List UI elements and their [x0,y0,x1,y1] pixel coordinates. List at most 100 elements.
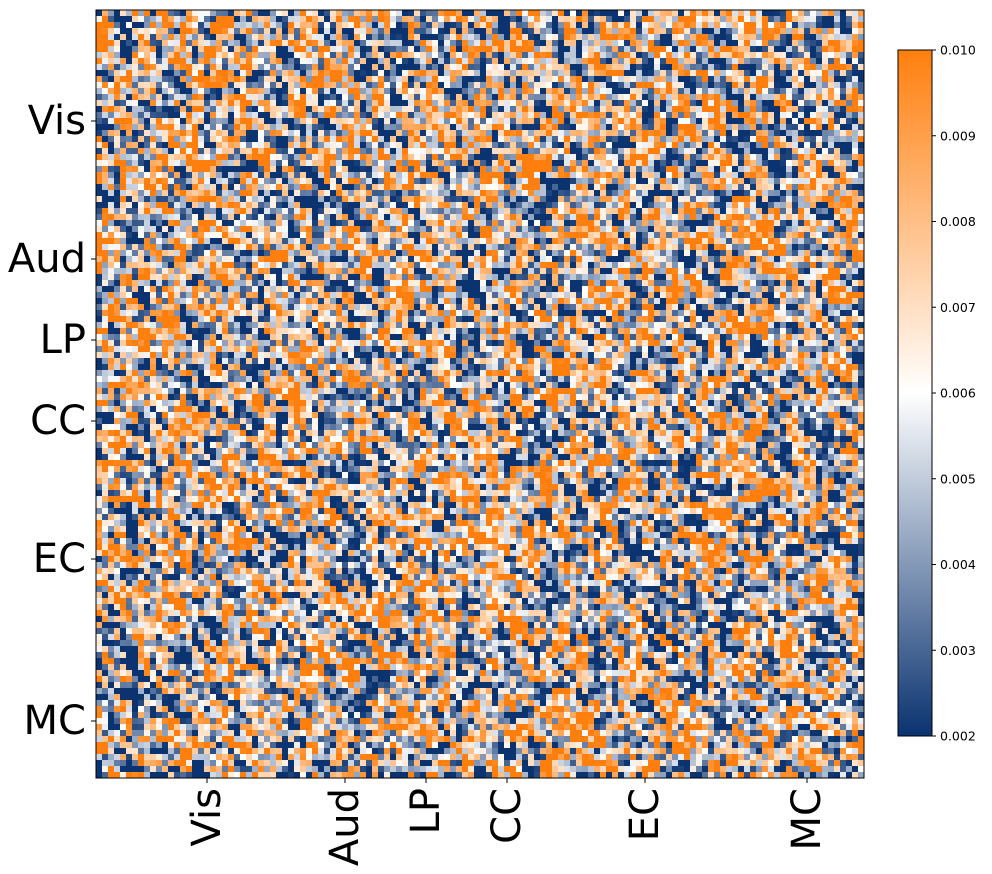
heatmap-cell [756,136,763,143]
heatmap-cell [132,190,139,197]
heatmap-cell [852,166,859,173]
heatmap-cell [630,52,637,59]
heatmap-cell [738,238,745,245]
heatmap-cell [210,118,217,125]
heatmap-cell [378,16,385,23]
heatmap-cell [474,238,481,245]
heatmap-cell [234,214,241,221]
heatmap-cell [726,184,733,191]
heatmap-cell [690,28,697,35]
heatmap-cell [360,136,367,143]
heatmap-cell [102,64,109,71]
heatmap-cell [372,226,379,233]
heatmap-cell [174,220,181,227]
heatmap-cell [432,58,439,65]
heatmap-cell [420,148,427,155]
heatmap-cell [264,100,271,107]
heatmap-cell [570,148,577,155]
heatmap-cell [774,226,781,233]
heatmap-cell [462,154,469,161]
heatmap-cell [612,148,619,155]
heatmap-cell [822,112,829,119]
heatmap-cell [732,124,739,131]
heatmap-cell [270,202,277,209]
heatmap-cell [102,184,109,191]
heatmap-cell [456,124,463,131]
heatmap-cell [768,178,775,185]
heatmap-cell [228,40,235,47]
heatmap-cell [576,178,583,185]
heatmap-cell [780,232,787,239]
heatmap-cell [804,148,811,155]
heatmap-cell [330,28,337,35]
heatmap-cell [546,208,553,215]
heatmap-cell [588,16,595,23]
heatmap-cell [846,106,853,113]
heatmap-cell [270,148,277,155]
heatmap-cell [378,232,385,239]
heatmap-cell [102,82,109,89]
heatmap-cell [492,160,499,167]
heatmap-cell [168,214,175,221]
heatmap-cell [528,178,535,185]
heatmap-cell [828,118,835,125]
heatmap-cell [408,202,415,209]
heatmap-cell [684,238,691,245]
heatmap-cell [180,124,187,131]
heatmap-cell [624,22,631,29]
heatmap-cell [192,118,199,125]
heatmap-cell [252,166,259,173]
heatmap-cell [474,208,481,215]
heatmap-cell [438,58,445,65]
heatmap-cell [696,142,703,149]
heatmap-cell [474,40,481,47]
heatmap-cell [654,124,661,131]
heatmap-cell [528,214,535,221]
heatmap-cell [600,40,607,47]
heatmap-cell [558,160,565,167]
heatmap-cell [834,238,841,245]
heatmap-cell [462,124,469,131]
heatmap-cell [486,106,493,113]
heatmap-cell [816,166,823,173]
heatmap-cell [696,208,703,215]
heatmap-cell [564,190,571,197]
heatmap-cell [408,232,415,239]
heatmap-cell [402,136,409,143]
heatmap-cell [558,220,565,227]
heatmap-cell [756,100,763,107]
heatmap-cell [444,178,451,185]
heatmap-cell [414,136,421,143]
heatmap-cell [324,154,331,161]
heatmap-cell [822,208,829,215]
heatmap-cell [336,88,343,95]
heatmap-cell [666,16,673,23]
heatmap-cell [180,34,187,41]
heatmap-cell [138,196,145,203]
heatmap-cell [714,208,721,215]
heatmap-cell [390,160,397,167]
heatmap-cell [702,112,709,119]
heatmap-cell [618,106,625,113]
heatmap-cell [102,88,109,95]
heatmap-cell [828,88,835,95]
heatmap-cell [654,94,661,101]
heatmap-cell [822,100,829,107]
heatmap-cell [504,148,511,155]
heatmap-cell [846,88,853,95]
heatmap-cell [444,76,451,83]
heatmap-cell [252,130,259,137]
heatmap-cell [318,238,325,245]
heatmap-cell [510,190,517,197]
heatmap-cell [750,100,757,107]
heatmap-cell [666,136,673,143]
heatmap-cell [486,136,493,143]
heatmap-cell [744,106,751,113]
heatmap-cell [354,208,361,215]
heatmap-cell [414,130,421,137]
heatmap-cell [570,100,577,107]
heatmap-cell [318,214,325,221]
heatmap-cell [858,148,865,155]
heatmap-cell [456,10,463,17]
heatmap-cell [792,238,799,245]
